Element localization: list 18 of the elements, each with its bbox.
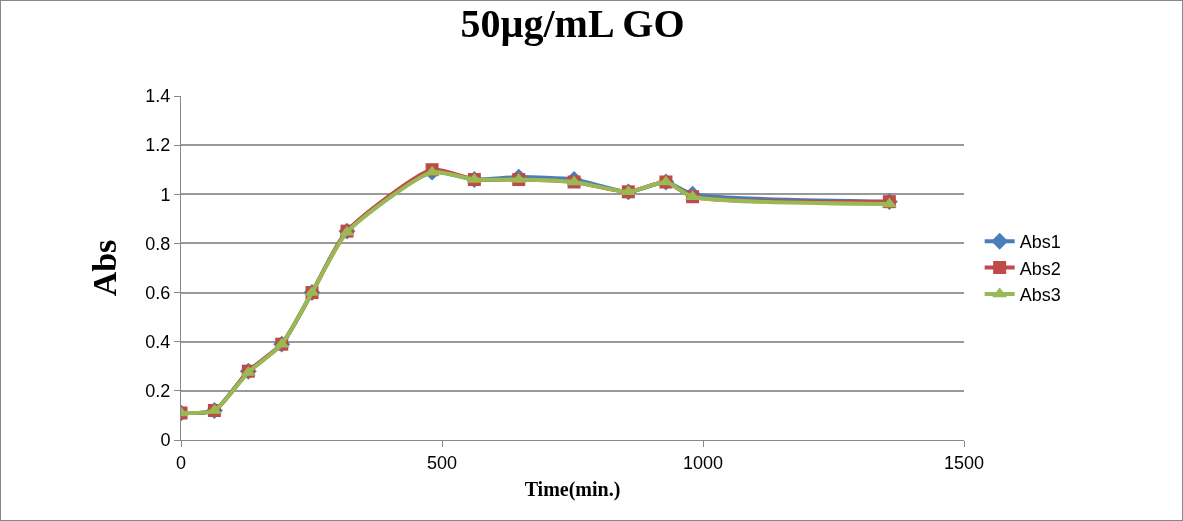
legend-label: Abs2 (1019, 258, 1061, 279)
y-tick-label: 0.4 (145, 332, 171, 353)
legend-label: Abs1 (1019, 232, 1061, 253)
y-tick-label: 1.4 (145, 86, 171, 107)
chart-title: 50µg/mL GO (460, 0, 685, 46)
x-tick-label: 500 (426, 452, 458, 473)
y-tick-label: 0.6 (145, 282, 171, 303)
y-tick-label: 0.8 (145, 233, 171, 254)
y-axis-title: Abs (85, 239, 123, 297)
x-tick-label: 1000 (682, 452, 724, 473)
legend-label: Abs3 (1019, 285, 1061, 306)
x-tick-label: 1500 (943, 452, 985, 473)
y-tick-label: 1 (160, 184, 171, 205)
x-axis-title: Time(min.) (524, 478, 621, 502)
y-tick-label: 1.2 (145, 135, 171, 156)
y-tick-label: 0 (160, 430, 171, 451)
y-tick-label: 0.2 (145, 381, 171, 402)
x-tick-label: 0 (175, 452, 187, 473)
